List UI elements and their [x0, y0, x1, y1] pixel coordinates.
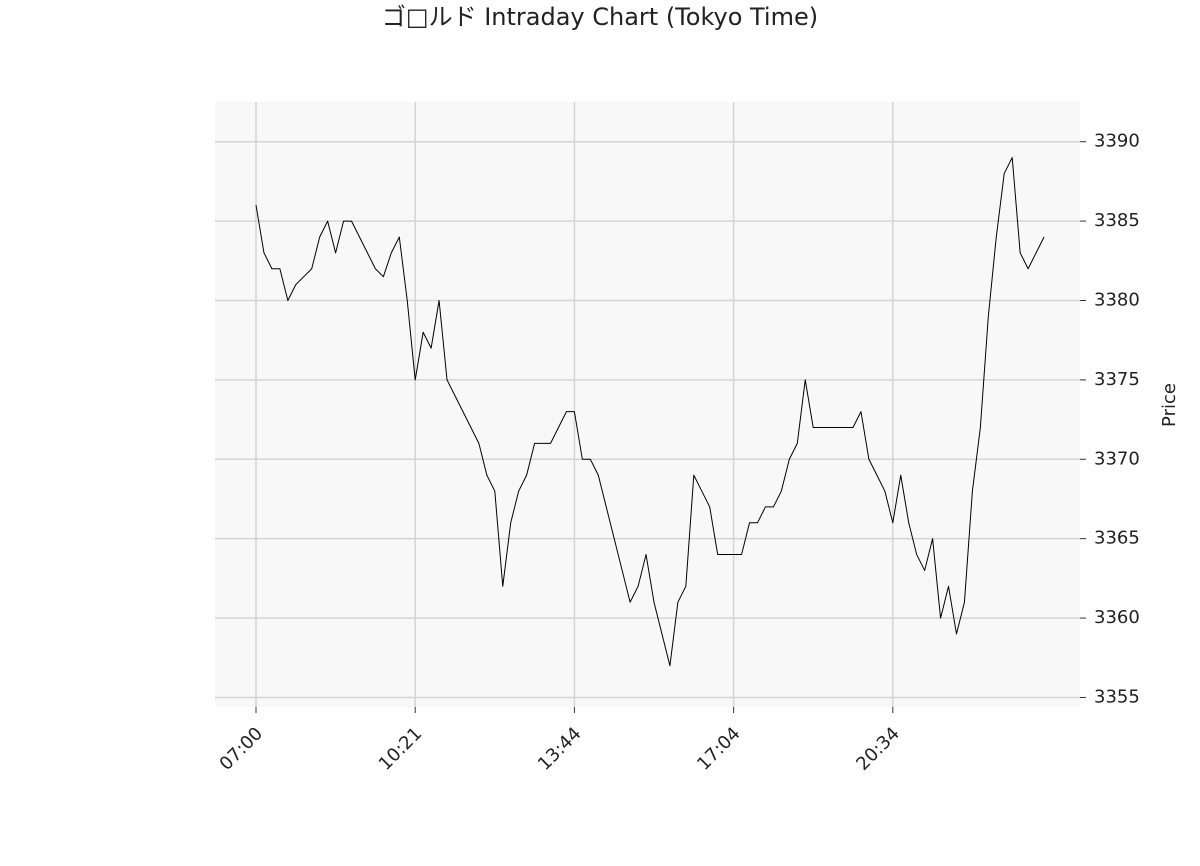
x-tick-label: 13:44	[534, 723, 586, 775]
y-axis-label: Price	[1159, 383, 1180, 427]
y-tick-label: 3365	[1094, 528, 1140, 549]
price-line	[255, 157, 1045, 667]
y-tick-label: 3380	[1094, 289, 1140, 310]
y-tick-label: 3390	[1094, 131, 1140, 152]
y-tick-label: 3360	[1094, 607, 1140, 628]
x-tick-label: 10:21	[375, 723, 427, 775]
x-tick-label: 07:00	[216, 723, 268, 775]
chart-title: ゴ□ルド Intraday Chart (Tokyo Time)	[382, 3, 818, 31]
y-tick-label: 3375	[1094, 369, 1140, 390]
y-tick-label: 3385	[1094, 210, 1140, 231]
x-tick-label: 17:04	[693, 723, 745, 775]
plot-area	[215, 102, 1080, 707]
x-tick-label: 20:34	[852, 723, 904, 775]
y-tick-label: 3370	[1094, 448, 1140, 469]
y-tick-label: 3355	[1094, 686, 1140, 707]
